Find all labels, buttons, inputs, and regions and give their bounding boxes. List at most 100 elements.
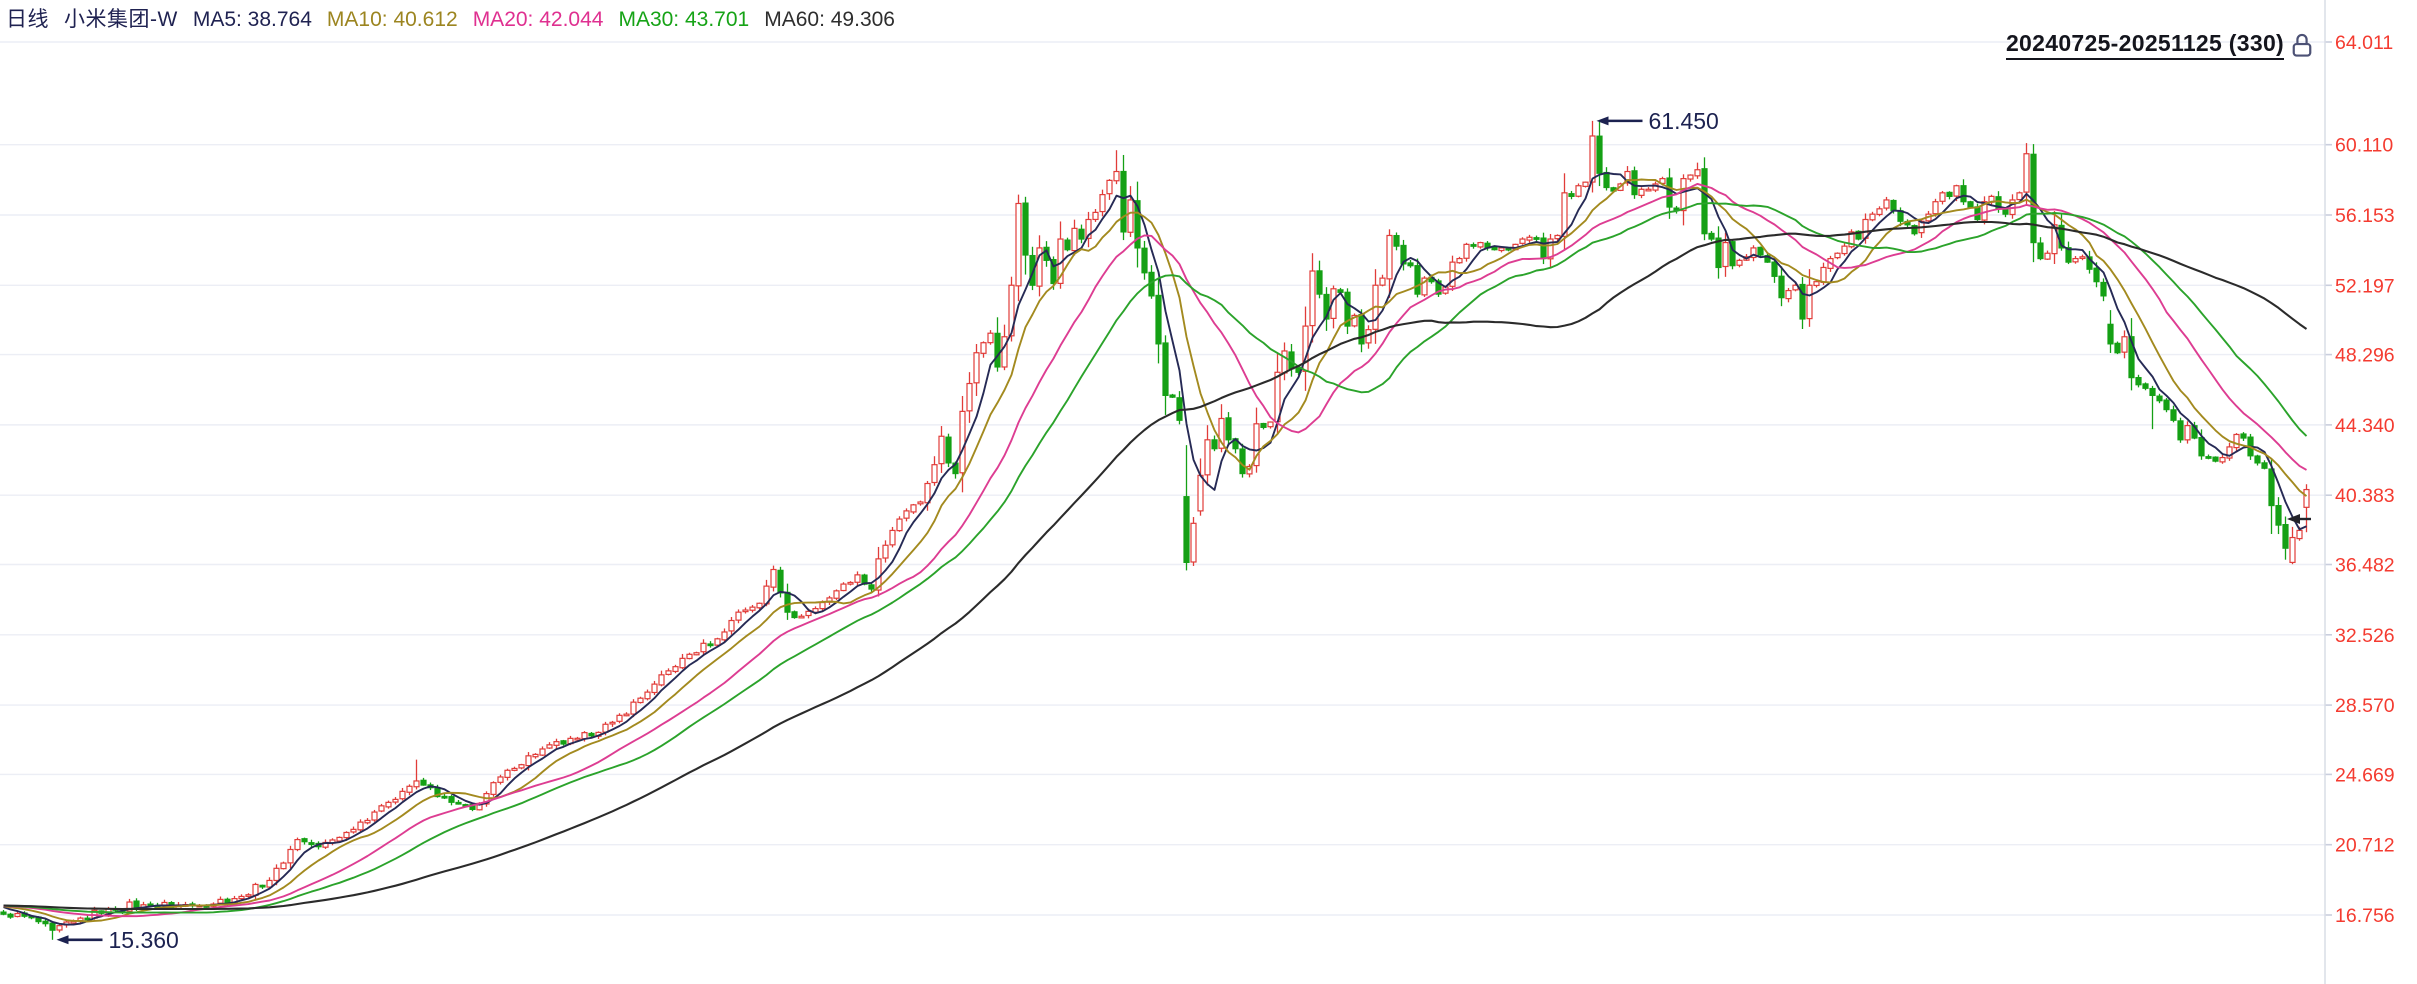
candle[interactable]	[2135, 376, 2142, 386]
candle[interactable]	[1421, 277, 1428, 296]
candle[interactable]	[1932, 201, 1939, 215]
candle[interactable]	[1414, 265, 1421, 295]
candle[interactable]	[1106, 179, 1113, 195]
candle[interactable]	[1344, 291, 1351, 327]
candle[interactable]	[1960, 185, 1967, 203]
candle[interactable]	[1225, 417, 1232, 441]
candle[interactable]	[1099, 194, 1106, 213]
candle[interactable]	[1911, 225, 1918, 235]
candle[interactable]	[1239, 448, 1246, 475]
candle[interactable]	[609, 721, 616, 725]
candle[interactable]	[42, 920, 49, 925]
candle[interactable]	[931, 464, 938, 484]
candle[interactable]	[847, 581, 854, 585]
candle[interactable]	[770, 568, 777, 588]
candle[interactable]	[2254, 455, 2261, 464]
candle[interactable]	[2240, 433, 2247, 439]
candle[interactable]	[805, 610, 812, 617]
candle[interactable]	[1645, 188, 1652, 192]
candle[interactable]	[448, 796, 455, 803]
candle[interactable]	[420, 779, 427, 786]
candle[interactable]	[2170, 409, 2177, 421]
candle[interactable]	[238, 895, 245, 900]
candle[interactable]	[1267, 421, 1274, 428]
candle[interactable]	[1834, 252, 1841, 259]
candle[interactable]	[1078, 228, 1085, 240]
candle[interactable]	[287, 848, 294, 864]
candle[interactable]	[546, 744, 553, 749]
candle[interactable]	[1715, 237, 1722, 269]
candle[interactable]	[966, 382, 973, 412]
candle[interactable]	[2212, 456, 2219, 462]
candle[interactable]	[1449, 261, 1456, 287]
candle[interactable]	[1869, 213, 1876, 221]
candle[interactable]	[2198, 437, 2205, 457]
candle[interactable]	[623, 713, 630, 717]
candle[interactable]	[756, 602, 763, 609]
candle[interactable]	[294, 838, 301, 851]
candle[interactable]	[833, 590, 840, 599]
candle[interactable]	[896, 518, 903, 532]
candle[interactable]	[1582, 181, 1589, 187]
candle[interactable]	[1456, 257, 1463, 264]
candle[interactable]	[2072, 257, 2079, 263]
candle[interactable]	[868, 584, 875, 590]
candle[interactable]	[1533, 237, 1540, 240]
candle[interactable]	[49, 922, 56, 931]
candle[interactable]	[1190, 522, 1197, 563]
candle[interactable]	[2100, 281, 2107, 297]
candle[interactable]	[777, 569, 784, 594]
candle[interactable]	[2142, 383, 2149, 389]
candle[interactable]	[2121, 336, 2128, 353]
candle[interactable]	[973, 352, 980, 384]
candle[interactable]	[1085, 218, 1092, 239]
candle[interactable]	[1757, 246, 1764, 256]
candle[interactable]	[1848, 231, 1855, 248]
candle[interactable]	[2303, 488, 2310, 508]
candle[interactable]	[1379, 277, 1386, 286]
candle[interactable]	[1547, 238, 1554, 260]
candle[interactable]	[707, 643, 714, 647]
candle[interactable]	[1939, 192, 1946, 202]
candle[interactable]	[1687, 174, 1694, 180]
candle[interactable]	[616, 714, 623, 722]
candle[interactable]	[1750, 247, 1757, 259]
candle[interactable]	[1890, 199, 1897, 212]
candle[interactable]	[2289, 536, 2296, 564]
candle[interactable]	[1183, 496, 1190, 564]
candle[interactable]	[1071, 227, 1078, 252]
candle[interactable]	[2268, 468, 2275, 507]
candle[interactable]	[2163, 399, 2170, 411]
candle[interactable]	[1127, 199, 1134, 233]
candle[interactable]	[1092, 211, 1099, 221]
candle[interactable]	[1575, 185, 1582, 197]
candle[interactable]	[1029, 254, 1036, 286]
candle[interactable]	[840, 583, 847, 592]
candle[interactable]	[1204, 439, 1211, 476]
candle[interactable]	[364, 819, 371, 824]
candle[interactable]	[2016, 192, 2023, 201]
candle[interactable]	[700, 642, 707, 653]
candle[interactable]	[1778, 275, 1785, 299]
candle[interactable]	[1463, 243, 1470, 259]
candle[interactable]	[2261, 462, 2268, 469]
candle[interactable]	[1526, 236, 1533, 241]
candle[interactable]	[301, 838, 308, 843]
candle[interactable]	[1162, 342, 1169, 396]
candle[interactable]	[217, 898, 224, 904]
candle[interactable]	[1393, 235, 1400, 247]
candle[interactable]	[1169, 394, 1176, 398]
candle[interactable]	[399, 790, 406, 800]
candle[interactable]	[1358, 313, 1365, 345]
candle[interactable]	[1624, 170, 1631, 184]
candle[interactable]	[1155, 294, 1162, 345]
candle[interactable]	[273, 867, 280, 882]
candle[interactable]	[1001, 336, 1008, 368]
candle[interactable]	[1841, 245, 1848, 255]
candle[interactable]	[1771, 261, 1778, 277]
candle[interactable]	[378, 805, 385, 812]
candle[interactable]	[1400, 244, 1407, 265]
candle[interactable]	[910, 504, 917, 513]
candle[interactable]	[1015, 202, 1022, 287]
candle[interactable]	[392, 798, 399, 803]
